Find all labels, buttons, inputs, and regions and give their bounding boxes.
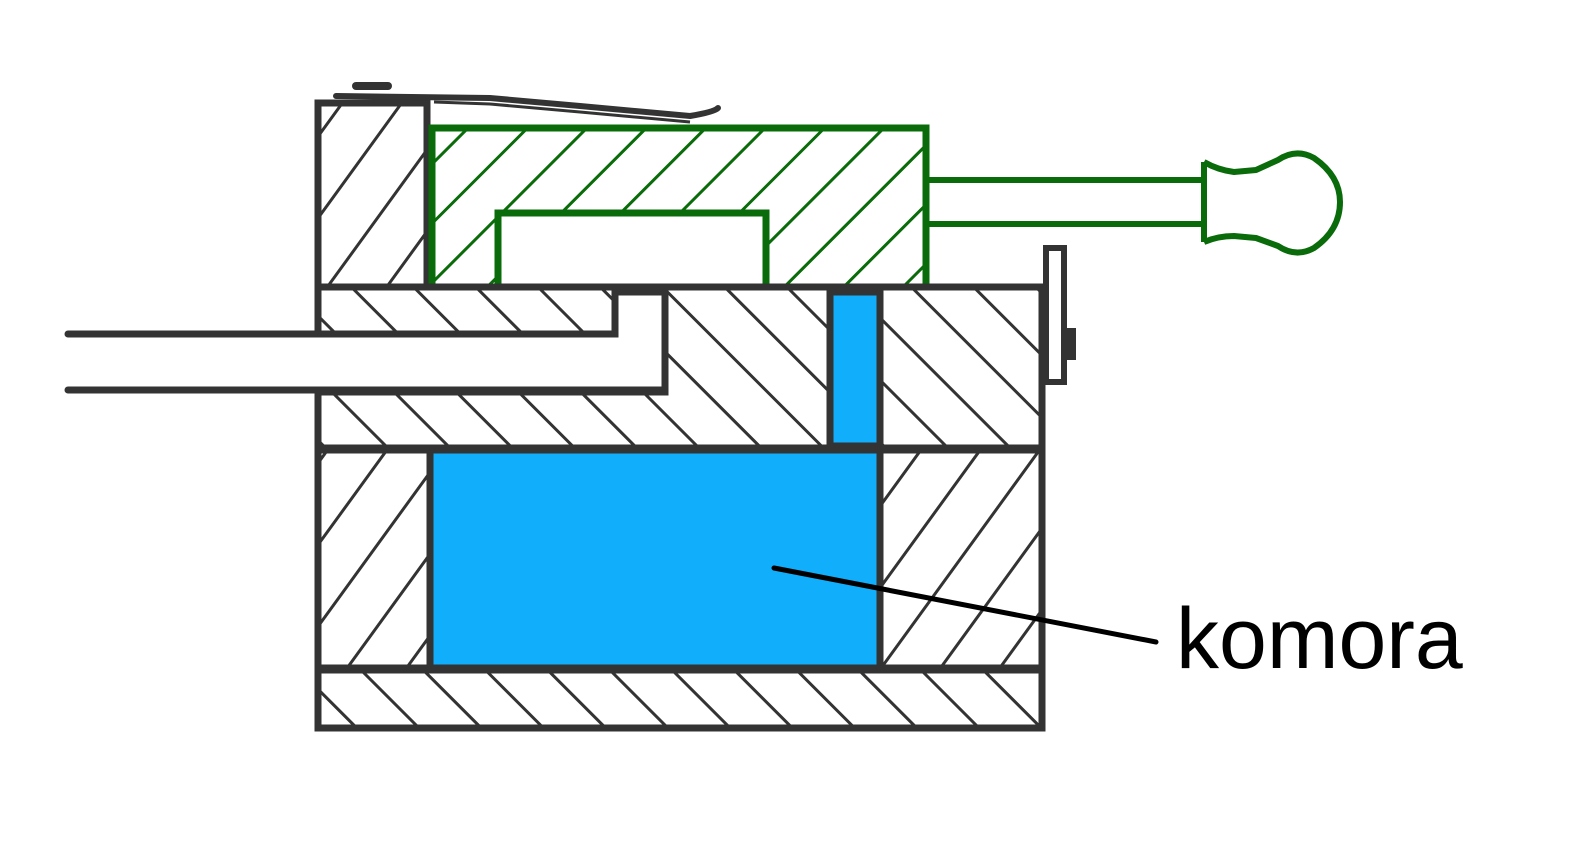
leaf-spring — [333, 82, 721, 124]
piston-block — [428, 124, 930, 291]
side-latch — [1043, 245, 1076, 385]
vertical-channel — [826, 288, 884, 450]
piston-handle — [926, 150, 1343, 256]
lower-right-wall — [876, 446, 1046, 672]
upper-plate — [314, 283, 1046, 452]
leader-line — [771, 565, 1159, 645]
chamber-label: komora — [1176, 591, 1463, 687]
chamber — [426, 446, 884, 672]
upper-left-block — [314, 99, 431, 291]
lower-left-wall — [314, 446, 434, 672]
bottom-plate — [314, 666, 1046, 732]
inlet-pipe — [64, 330, 669, 394]
